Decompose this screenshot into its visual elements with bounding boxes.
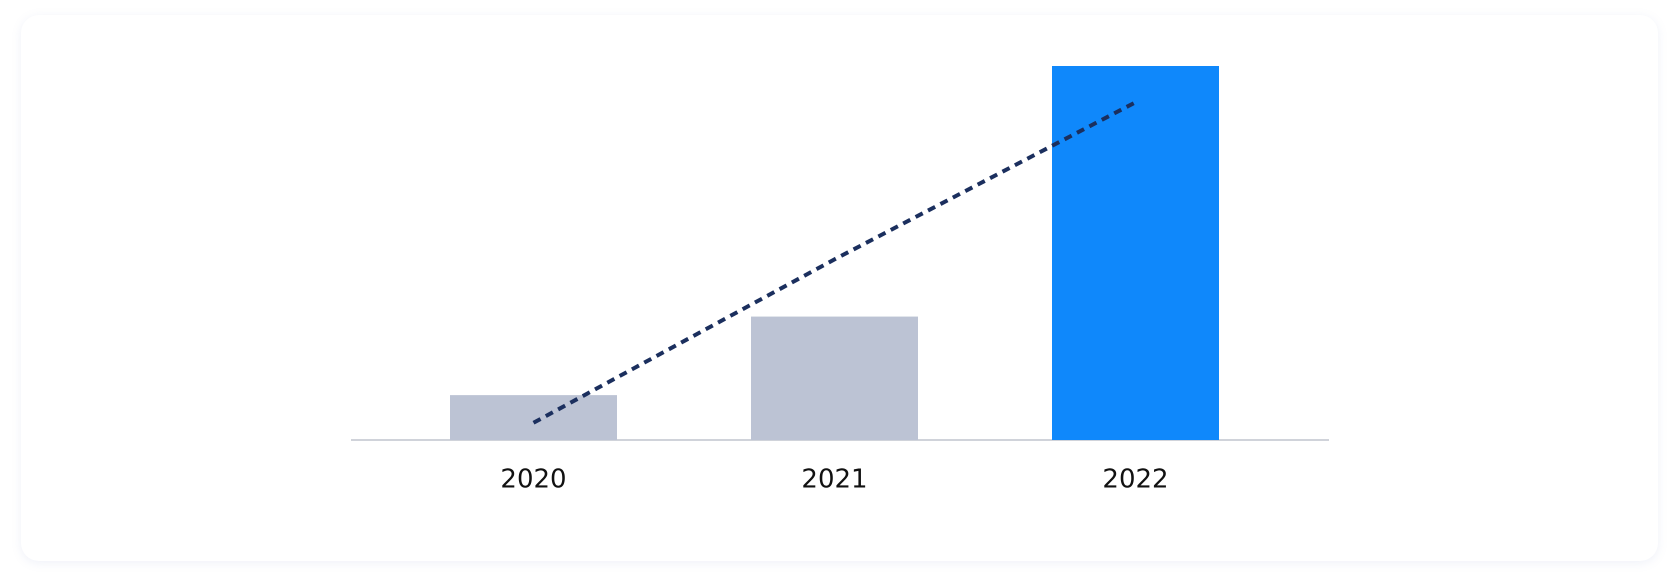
x-tick-label: 2021 bbox=[801, 465, 867, 495]
x-tick-label: 2022 bbox=[1102, 465, 1168, 495]
bar bbox=[450, 395, 617, 440]
card bbox=[21, 15, 1658, 561]
x-tick-label: 2020 bbox=[500, 465, 566, 495]
trend-line bbox=[532, 100, 1137, 425]
bar bbox=[751, 316, 918, 440]
bar bbox=[1052, 66, 1219, 440]
